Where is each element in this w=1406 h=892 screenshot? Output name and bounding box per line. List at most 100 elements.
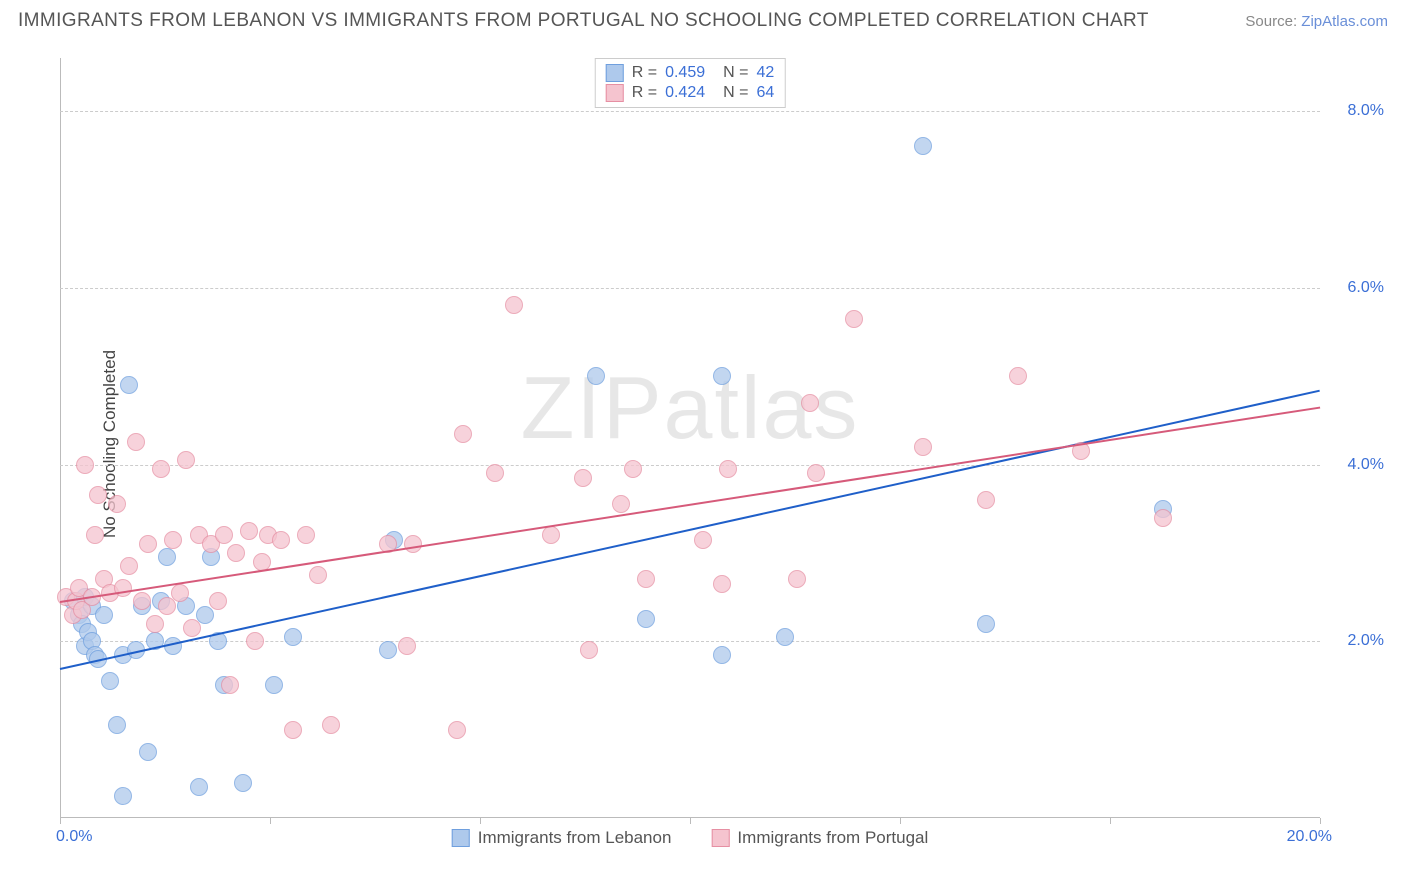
data-point: [190, 778, 208, 796]
data-point: [574, 469, 592, 487]
data-point: [246, 632, 264, 650]
legend-r-label: R =: [632, 84, 657, 102]
data-point: [89, 486, 107, 504]
series-legend: Immigrants from Lebanon Immigrants from P…: [452, 828, 929, 848]
data-point: [234, 774, 252, 792]
data-point: [86, 526, 104, 544]
legend-row: R = 0.424N = 64: [606, 83, 775, 103]
data-point: [183, 619, 201, 637]
legend-swatch: [606, 84, 624, 102]
data-point: [309, 566, 327, 584]
header: IMMIGRANTS FROM LEBANON VS IMMIGRANTS FR…: [0, 0, 1406, 38]
data-point: [624, 460, 642, 478]
data-point: [505, 296, 523, 314]
x-max-label: 20.0%: [1287, 828, 1332, 846]
source-link[interactable]: ZipAtlas.com: [1301, 13, 1388, 30]
legend-item: Immigrants from Lebanon: [452, 828, 672, 848]
x-tick: [1320, 818, 1321, 824]
data-point: [1154, 509, 1172, 527]
data-point: [133, 592, 151, 610]
data-point: [379, 641, 397, 659]
y-tick-label: 2.0%: [1348, 632, 1384, 650]
source-text: Source: ZipAtlas.com: [1245, 13, 1388, 30]
data-point: [221, 676, 239, 694]
data-point: [486, 464, 504, 482]
data-point: [139, 535, 157, 553]
data-point: [171, 584, 189, 602]
y-tick-label: 8.0%: [1348, 102, 1384, 120]
data-point: [914, 438, 932, 456]
legend-r-label: R =: [632, 64, 657, 82]
data-point: [788, 570, 806, 588]
data-point: [215, 526, 233, 544]
y-tick-label: 4.0%: [1348, 456, 1384, 474]
data-point: [713, 367, 731, 385]
legend-r-value: 0.459: [665, 64, 705, 82]
data-point: [914, 137, 932, 155]
gridline: [60, 111, 1320, 112]
data-point: [448, 721, 466, 739]
legend-item: Immigrants from Portugal: [711, 828, 928, 848]
data-point: [114, 787, 132, 805]
legend-label: Immigrants from Portugal: [737, 828, 928, 848]
data-point: [454, 425, 472, 443]
chart-title: IMMIGRANTS FROM LEBANON VS IMMIGRANTS FR…: [18, 10, 1149, 32]
data-point: [776, 628, 794, 646]
data-point: [694, 531, 712, 549]
data-point: [164, 531, 182, 549]
y-tick-label: 6.0%: [1348, 279, 1384, 297]
legend-swatch: [711, 829, 729, 847]
data-point: [977, 491, 995, 509]
data-point: [146, 615, 164, 633]
data-point: [587, 367, 605, 385]
legend-swatch: [452, 829, 470, 847]
data-point: [227, 544, 245, 562]
data-point: [801, 394, 819, 412]
data-point: [101, 672, 119, 690]
x-tick: [690, 818, 691, 824]
data-point: [272, 531, 290, 549]
data-point: [139, 743, 157, 761]
y-axis: [60, 58, 61, 818]
legend-row: R = 0.459 N = 42: [606, 63, 775, 83]
x-tick: [900, 818, 901, 824]
data-point: [108, 495, 126, 513]
data-point: [977, 615, 995, 633]
data-point: [284, 721, 302, 739]
trend-line: [60, 407, 1320, 603]
data-point: [637, 570, 655, 588]
data-point: [580, 641, 598, 659]
legend-n-value: 42: [756, 64, 774, 82]
data-point: [108, 716, 126, 734]
data-point: [114, 579, 132, 597]
data-point: [713, 646, 731, 664]
data-point: [807, 464, 825, 482]
data-point: [297, 526, 315, 544]
data-point: [158, 548, 176, 566]
data-point: [240, 522, 258, 540]
gridline: [60, 465, 1320, 466]
data-point: [127, 433, 145, 451]
data-point: [398, 637, 416, 655]
legend-r-value: 0.424: [665, 84, 705, 102]
data-point: [95, 606, 113, 624]
data-point: [265, 676, 283, 694]
data-point: [120, 376, 138, 394]
data-point: [719, 460, 737, 478]
data-point: [177, 451, 195, 469]
data-point: [612, 495, 630, 513]
data-point: [120, 557, 138, 575]
gridline: [60, 288, 1320, 289]
data-point: [713, 575, 731, 593]
x-tick: [480, 818, 481, 824]
data-point: [76, 456, 94, 474]
correlation-legend: R = 0.459 N = 42R = 0.424N = 64: [595, 58, 786, 108]
data-point: [542, 526, 560, 544]
x-tick: [270, 818, 271, 824]
data-point: [637, 610, 655, 628]
data-point: [209, 592, 227, 610]
data-point: [845, 310, 863, 328]
data-point: [322, 716, 340, 734]
legend-n-label: N =: [723, 64, 748, 82]
data-point: [404, 535, 422, 553]
